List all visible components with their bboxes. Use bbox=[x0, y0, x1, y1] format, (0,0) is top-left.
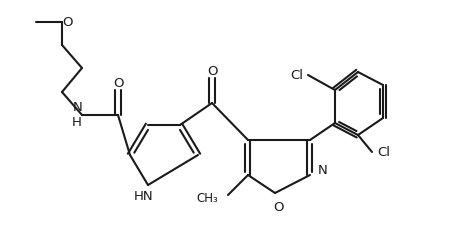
Text: Cl: Cl bbox=[290, 68, 303, 82]
Text: O: O bbox=[274, 201, 284, 214]
Text: Cl: Cl bbox=[377, 145, 390, 158]
Text: HN: HN bbox=[134, 191, 154, 204]
Text: CH₃: CH₃ bbox=[196, 192, 218, 204]
Text: O: O bbox=[207, 65, 217, 78]
Text: N
H: N H bbox=[72, 101, 82, 129]
Text: N: N bbox=[318, 164, 328, 177]
Text: O: O bbox=[62, 16, 72, 28]
Text: O: O bbox=[113, 77, 123, 90]
